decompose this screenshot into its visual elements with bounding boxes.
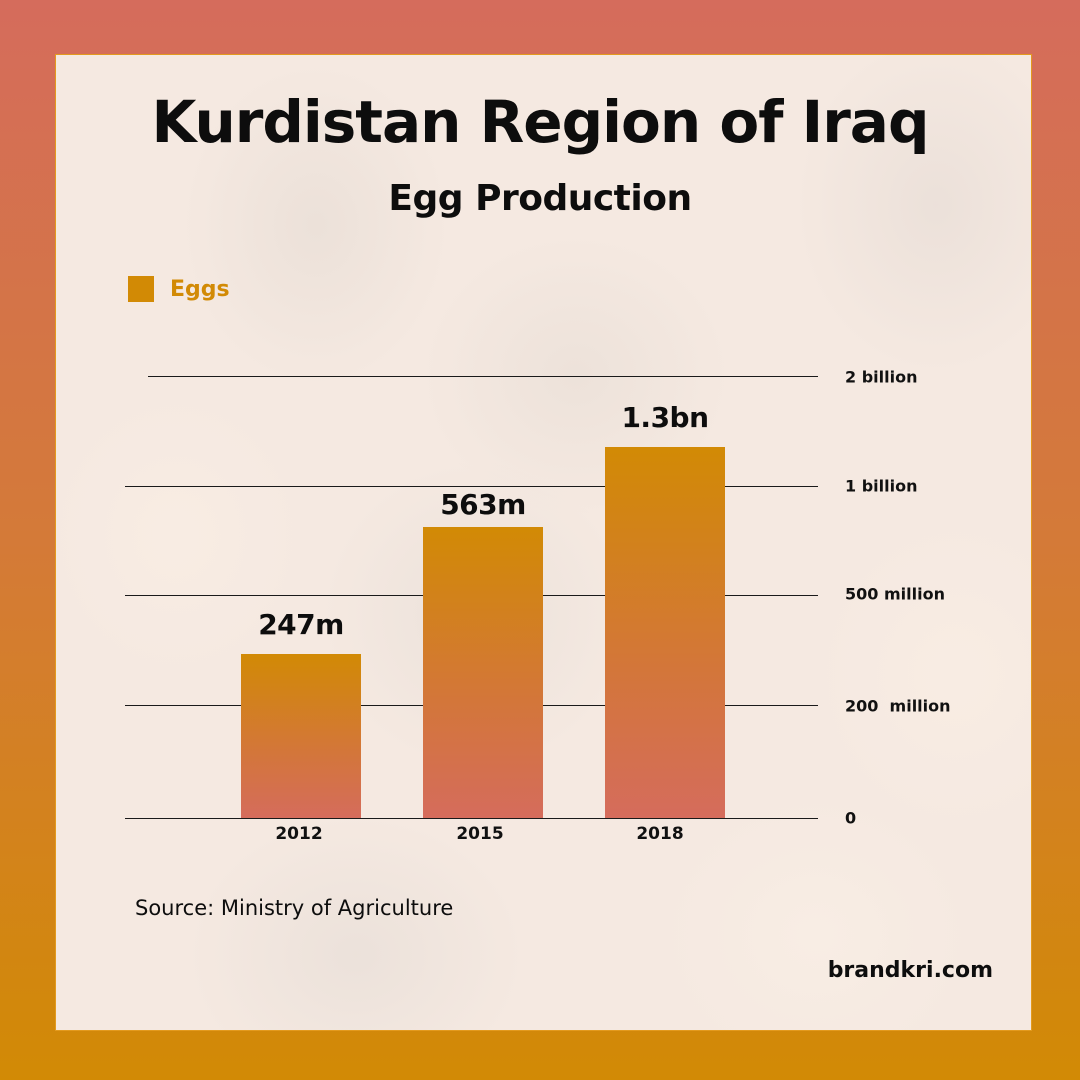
- bar-value-label: 1.3bn: [621, 401, 709, 434]
- x-tick-label: 2012: [275, 824, 323, 844]
- y-tick-label: 2 billion: [845, 367, 918, 387]
- y-tick-label: 0: [845, 808, 857, 828]
- gridline-1-billion: [125, 486, 818, 487]
- y-tick-label: 1 billion: [845, 476, 918, 496]
- brand-watermark: brandkri.com: [827, 958, 993, 983]
- chart-subtitle: Egg Production: [388, 178, 692, 219]
- legend-swatch-icon: [128, 276, 154, 302]
- gridline-2-billion: [148, 376, 818, 377]
- bar-value-label: 563m: [440, 488, 526, 521]
- x-tick-label: 2018: [636, 824, 684, 844]
- chart-panel: [55, 54, 1032, 1031]
- legend-label: Eggs: [170, 276, 230, 302]
- bar-2018: [605, 447, 725, 818]
- x-axis-baseline: [125, 818, 818, 819]
- source-note: Source: Ministry of Agriculture: [135, 896, 454, 920]
- bar-2015: [423, 527, 543, 818]
- y-tick-label: 200 million: [845, 696, 951, 716]
- x-tick-label: 2015: [456, 824, 504, 844]
- legend: Eggs: [128, 276, 230, 302]
- chart-title: Kurdistan Region of Iraq: [151, 88, 930, 156]
- bar-value-label: 247m: [258, 608, 344, 641]
- bar-2012: [241, 654, 361, 818]
- y-tick-label: 500 million: [845, 584, 945, 604]
